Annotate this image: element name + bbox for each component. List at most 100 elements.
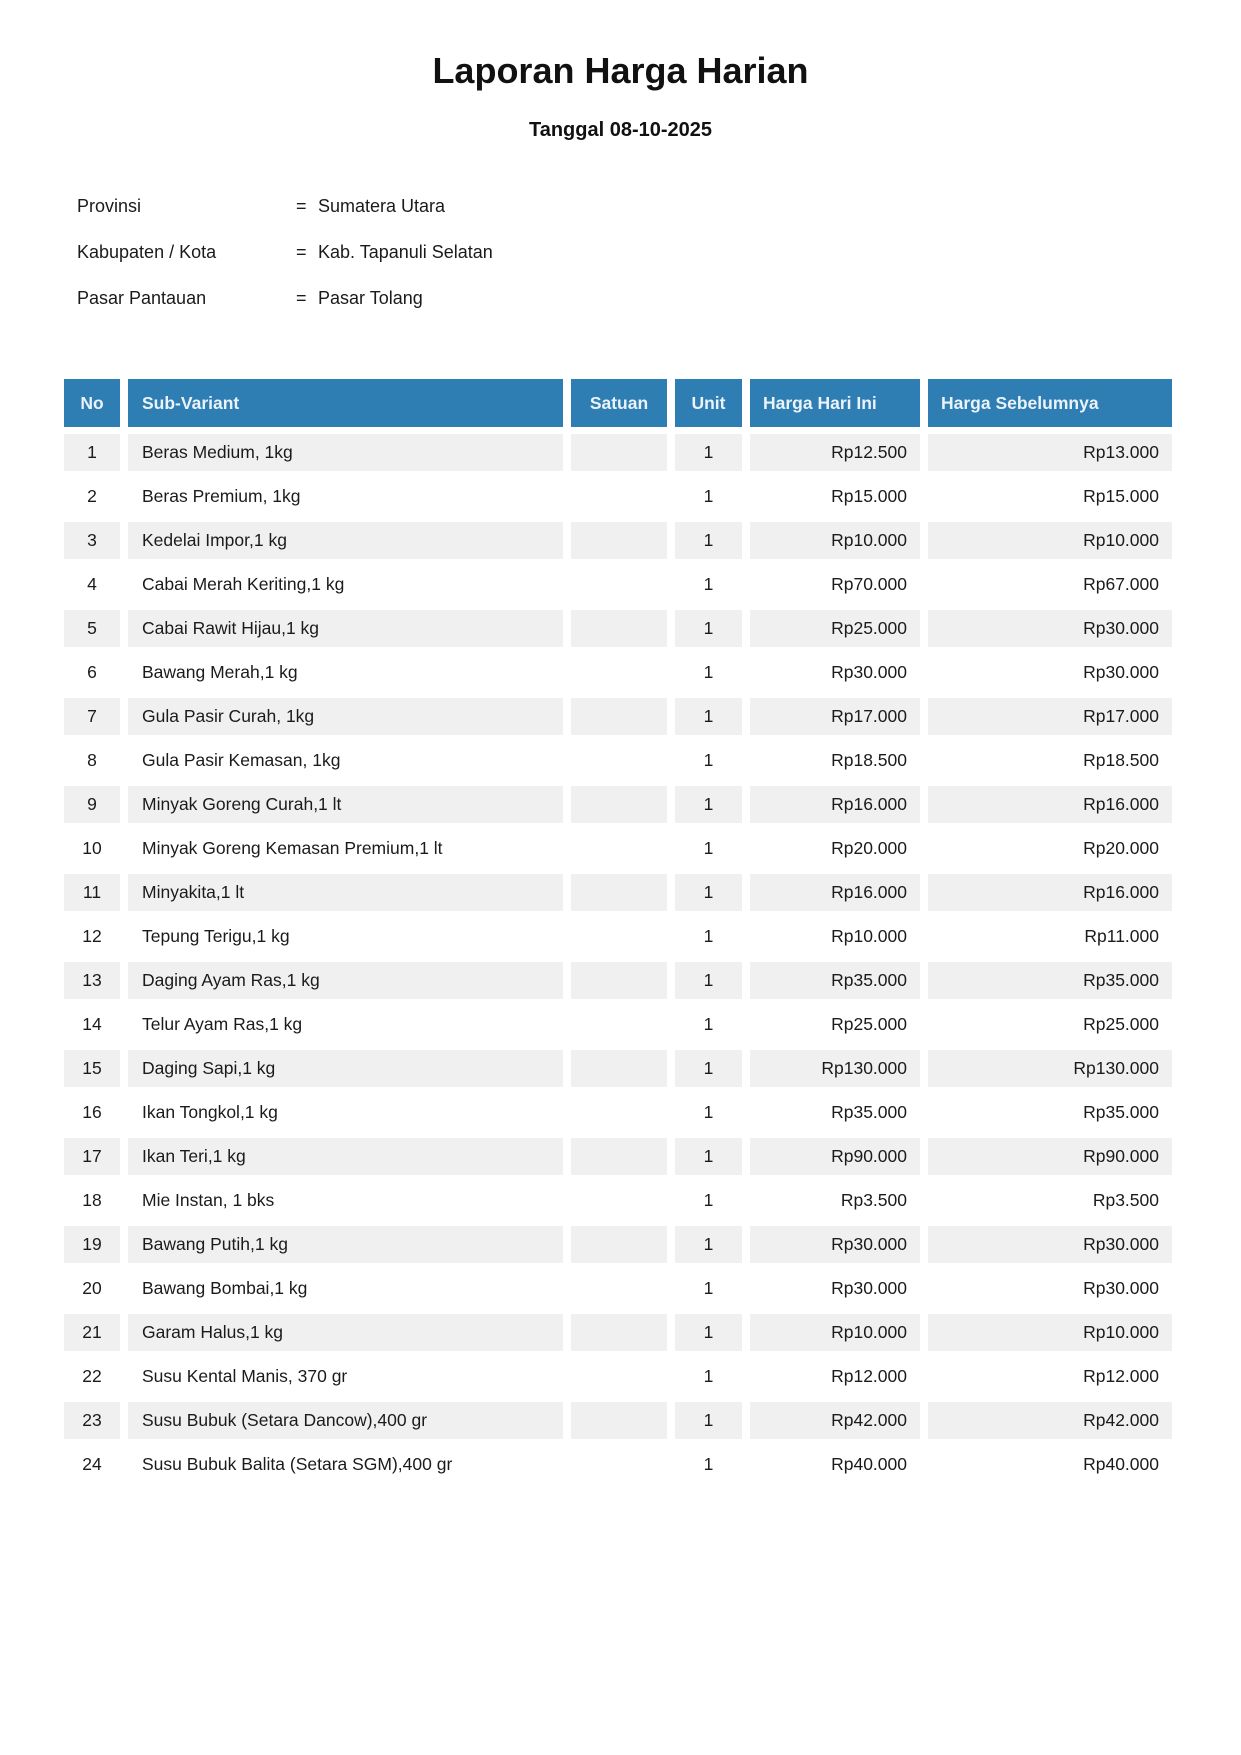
cell-harga-hari-ini: Rp12.500 [750,434,920,471]
cell-satuan [571,478,667,515]
cell-unit: 1 [675,1138,742,1175]
table-row: 18 Mie Instan, 1 bks 1 Rp3.500 Rp3.500 [64,1182,1172,1219]
cell-unit: 1 [675,1314,742,1351]
cell-harga-hari-ini: Rp10.000 [750,522,920,559]
cell-sub-variant: Minyak Goreng Kemasan Premium,1 lt [128,830,563,867]
cell-unit: 1 [675,1402,742,1439]
cell-no: 6 [64,654,120,691]
cell-sub-variant: Susu Kental Manis, 370 gr [128,1358,563,1395]
cell-satuan [571,962,667,999]
cell-harga-hari-ini: Rp90.000 [750,1138,920,1175]
cell-harga-sebelumnya: Rp90.000 [928,1138,1172,1175]
cell-no: 22 [64,1358,120,1395]
cell-harga-sebelumnya: Rp30.000 [928,1270,1172,1307]
cell-unit: 1 [675,698,742,735]
table-row: 20 Bawang Bombai,1 kg 1 Rp30.000 Rp30.00… [64,1270,1172,1307]
cell-no: 17 [64,1138,120,1175]
table-row: 9 Minyak Goreng Curah,1 lt 1 Rp16.000 Rp… [64,786,1172,823]
cell-harga-hari-ini: Rp30.000 [750,1270,920,1307]
cell-harga-hari-ini: Rp17.000 [750,698,920,735]
cell-harga-sebelumnya: Rp16.000 [928,786,1172,823]
cell-harga-sebelumnya: Rp11.000 [928,918,1172,955]
cell-sub-variant: Beras Medium, 1kg [128,434,563,471]
cell-harga-sebelumnya: Rp17.000 [928,698,1172,735]
cell-unit: 1 [675,1050,742,1087]
equals-sign: = [296,288,307,308]
cell-no: 15 [64,1050,120,1087]
cell-no: 2 [64,478,120,515]
cell-harga-sebelumnya: Rp30.000 [928,1226,1172,1263]
cell-unit: 1 [675,874,742,911]
table-row: 10 Minyak Goreng Kemasan Premium,1 lt 1 … [64,830,1172,867]
cell-harga-hari-ini: Rp30.000 [750,654,920,691]
cell-sub-variant: Bawang Putih,1 kg [128,1226,563,1263]
cell-satuan [571,830,667,867]
cell-satuan [571,1226,667,1263]
cell-satuan [571,610,667,647]
column-header-satuan: Satuan [571,379,667,427]
cell-harga-hari-ini: Rp40.000 [750,1446,920,1483]
cell-satuan [571,434,667,471]
cell-harga-hari-ini: Rp130.000 [750,1050,920,1087]
cell-no: 14 [64,1006,120,1043]
cell-satuan [571,1314,667,1351]
cell-unit: 1 [675,1358,742,1395]
cell-no: 10 [64,830,120,867]
cell-unit: 1 [675,1270,742,1307]
meta-row-provinsi: Provinsi = Sumatera Utara [77,194,1241,218]
cell-harga-hari-ini: Rp18.500 [750,742,920,779]
cell-harga-sebelumnya: Rp130.000 [928,1050,1172,1087]
cell-sub-variant: Beras Premium, 1kg [128,478,563,515]
cell-harga-hari-ini: Rp35.000 [750,1094,920,1131]
cell-satuan [571,1402,667,1439]
cell-no: 7 [64,698,120,735]
table-row: 1 Beras Medium, 1kg 1 Rp12.500 Rp13.000 [64,434,1172,471]
table-row: 11 Minyakita,1 lt 1 Rp16.000 Rp16.000 [64,874,1172,911]
cell-sub-variant: Daging Sapi,1 kg [128,1050,563,1087]
cell-satuan [571,1358,667,1395]
report-page: Laporan Harga Harian Tanggal 08-10-2025 … [64,50,1241,1483]
table-row: 13 Daging Ayam Ras,1 kg 1 Rp35.000 Rp35.… [64,962,1172,999]
cell-no: 23 [64,1402,120,1439]
table-row: 14 Telur Ayam Ras,1 kg 1 Rp25.000 Rp25.0… [64,1006,1172,1043]
cell-sub-variant: Garam Halus,1 kg [128,1314,563,1351]
cell-no: 19 [64,1226,120,1263]
cell-sub-variant: Ikan Tongkol,1 kg [128,1094,563,1131]
cell-unit: 1 [675,742,742,779]
cell-unit: 1 [675,654,742,691]
cell-sub-variant: Gula Pasir Curah, 1kg [128,698,563,735]
cell-satuan [571,522,667,559]
cell-harga-hari-ini: Rp16.000 [750,874,920,911]
report-date: Tanggal 08-10-2025 [528,119,713,141]
table-row: 22 Susu Kental Manis, 370 gr 1 Rp12.000 … [64,1358,1172,1395]
cell-harga-sebelumnya: Rp35.000 [928,1094,1172,1131]
column-header-harga-sebelumnya: Harga Sebelumnya [928,379,1172,427]
cell-unit: 1 [675,566,742,603]
meta-label: Pasar Pantauan [77,288,207,308]
cell-harga-hari-ini: Rp30.000 [750,1226,920,1263]
cell-no: 16 [64,1094,120,1131]
cell-satuan [571,1446,667,1483]
cell-harga-hari-ini: Rp35.000 [750,962,920,999]
cell-sub-variant: Telur Ayam Ras,1 kg [128,1006,563,1043]
cell-sub-variant: Cabai Rawit Hijau,1 kg [128,610,563,647]
meta-value: Kab. Tapanuli Selatan [318,242,493,262]
cell-harga-sebelumnya: Rp15.000 [928,478,1172,515]
meta-label: Provinsi [77,196,142,216]
table-row: 7 Gula Pasir Curah, 1kg 1 Rp17.000 Rp17.… [64,698,1172,735]
cell-harga-sebelumnya: Rp30.000 [928,654,1172,691]
cell-harga-sebelumnya: Rp16.000 [928,874,1172,911]
cell-satuan [571,786,667,823]
cell-unit: 1 [675,522,742,559]
cell-no: 13 [64,962,120,999]
table-row: 21 Garam Halus,1 kg 1 Rp10.000 Rp10.000 [64,1314,1172,1351]
cell-harga-hari-ini: Rp70.000 [750,566,920,603]
cell-sub-variant: Ikan Teri,1 kg [128,1138,563,1175]
cell-sub-variant: Cabai Merah Keriting,1 kg [128,566,563,603]
table-row: 4 Cabai Merah Keriting,1 kg 1 Rp70.000 R… [64,566,1172,603]
cell-unit: 1 [675,1226,742,1263]
cell-harga-sebelumnya: Rp13.000 [928,434,1172,471]
cell-satuan [571,1050,667,1087]
cell-unit: 1 [675,962,742,999]
cell-satuan [571,654,667,691]
